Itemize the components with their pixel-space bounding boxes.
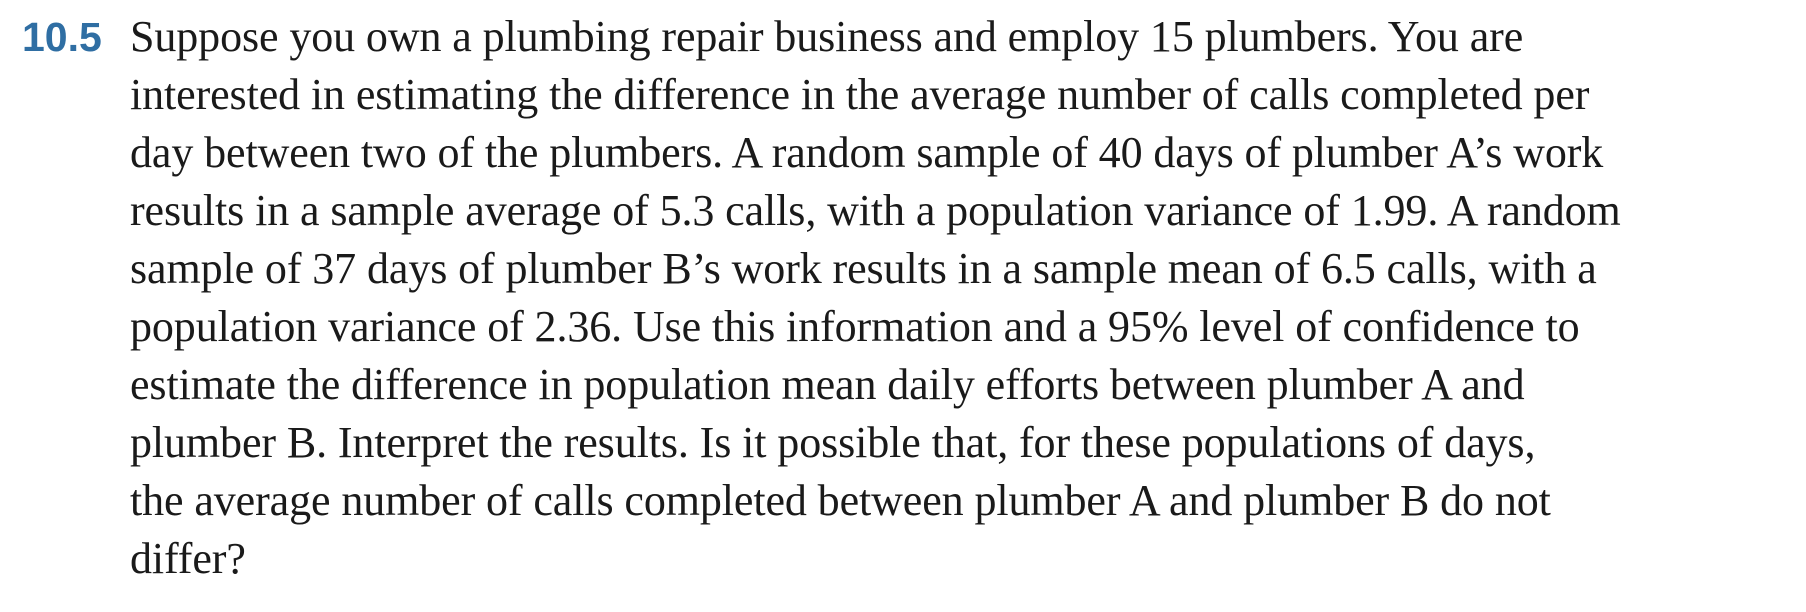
exercise-text-line: differ? — [130, 534, 246, 583]
exercise-text-line: sample of 37 days of plumber B’s work re… — [130, 244, 1597, 293]
exercise-text-line: day between two of the plumbers. A rando… — [130, 128, 1604, 177]
exercise-text-line: Suppose you own a plumbing repair busine… — [130, 12, 1524, 61]
exercise-10-5: 10.5 Suppose you own a plumbing repair b… — [22, 8, 1792, 588]
exercise-text-line: the average number of calls completed be… — [130, 476, 1551, 525]
exercise-number: 10.5 — [22, 14, 102, 60]
exercise-text-line: population variance of 2.36. Use this in… — [130, 302, 1580, 351]
exercise-text-line: estimate the difference in population me… — [130, 360, 1525, 409]
exercise-text-line: results in a sample average of 5.3 calls… — [130, 186, 1621, 235]
exercise-text-line: interested in estimating the difference … — [130, 70, 1590, 119]
exercise-text: Suppose you own a plumbing repair busine… — [130, 8, 1790, 588]
exercise-text-line: plumber B. Interpret the results. Is it … — [130, 418, 1536, 467]
